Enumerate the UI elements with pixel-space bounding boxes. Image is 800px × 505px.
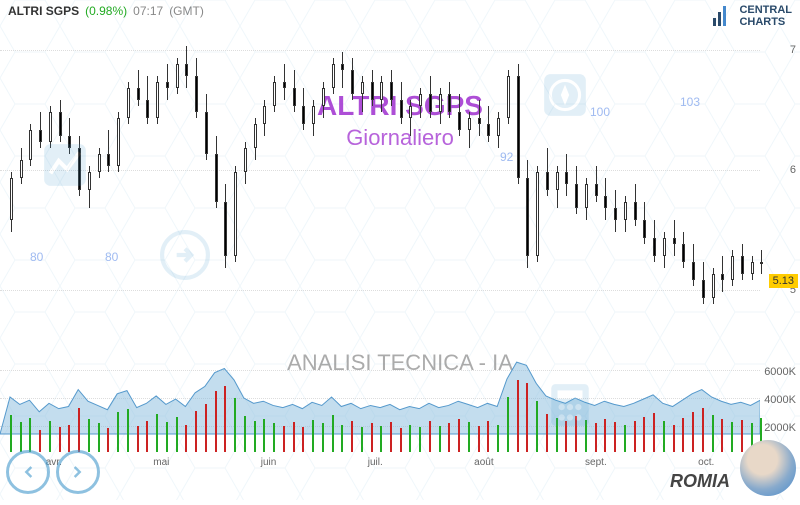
logo-icon (709, 4, 733, 28)
vol-tick: 2000K (764, 422, 796, 434)
x-axis: avr.maijuinjuil.aoûtsept.oct. (0, 457, 760, 468)
nav-back-button[interactable] (6, 450, 50, 494)
arrow-icon (160, 230, 210, 280)
logo-line2: CHARTS (739, 16, 792, 28)
logo: CENTRALCHARTS (709, 4, 792, 28)
vol-tick: 6000K (764, 366, 796, 378)
grid-line (0, 290, 760, 291)
current-price-label: 5.13 (769, 274, 798, 288)
grid-line (0, 170, 760, 171)
romia-brand: ROMIA (670, 471, 730, 492)
price-chart[interactable]: 7 6 5 5.13 ALTRI SGPS Giornaliero 808092… (0, 30, 800, 350)
vol-tick: 4000K (764, 394, 796, 406)
compass-icon (540, 70, 590, 120)
y-tick: 7 (790, 44, 796, 56)
logo-line1: CENTRAL (739, 4, 792, 16)
volume-chart[interactable]: 6000K 4000K 2000K avr.maijuinjuil.aoûtse… (0, 360, 800, 470)
calculator-icon (545, 380, 595, 430)
grid-line (0, 50, 760, 51)
chart-icon (40, 140, 90, 190)
y-tick: 6 (790, 164, 796, 176)
nav-forward-button[interactable] (56, 450, 100, 494)
watermark-subtitle: Giornaliero (346, 125, 454, 151)
assistant-avatar[interactable] (740, 440, 796, 496)
